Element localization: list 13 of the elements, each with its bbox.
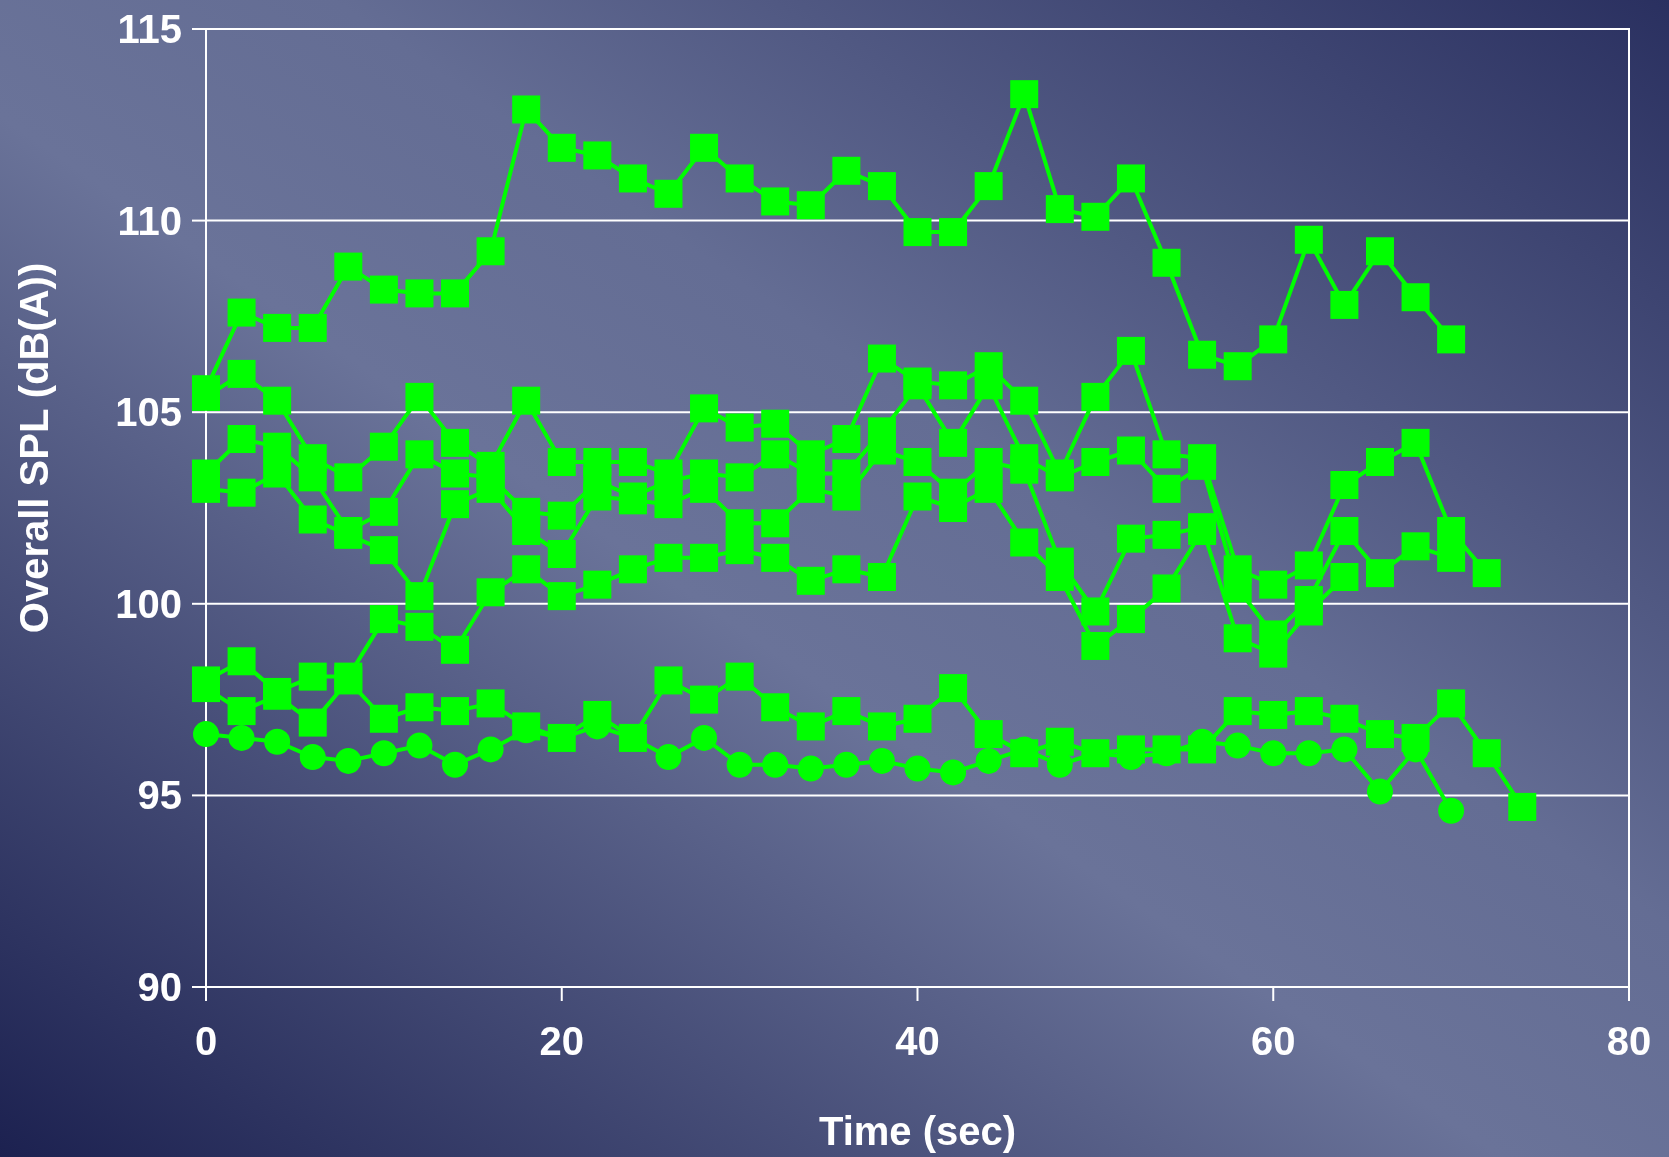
x-tick-label: 80 (1606, 1019, 1652, 1063)
y-tick-label: 110 (117, 198, 182, 243)
y-tick-label: 105 (115, 390, 182, 435)
y-axis-title: Overall SPL (dB(A)) (12, 262, 56, 634)
x-tick-label: 20 (539, 1019, 584, 1063)
y-tick-label: 95 (137, 773, 182, 818)
x-tick-label: 60 (1251, 1019, 1296, 1063)
x-axis-title: Time (sec) (818, 1109, 1017, 1153)
y-tick-label: 90 (137, 965, 182, 1009)
y-tick-label: 115 (117, 7, 182, 51)
y-tick-label: 100 (115, 581, 182, 626)
x-tick-label: 40 (895, 1019, 940, 1063)
x-tick-label: 0 (194, 1019, 218, 1063)
